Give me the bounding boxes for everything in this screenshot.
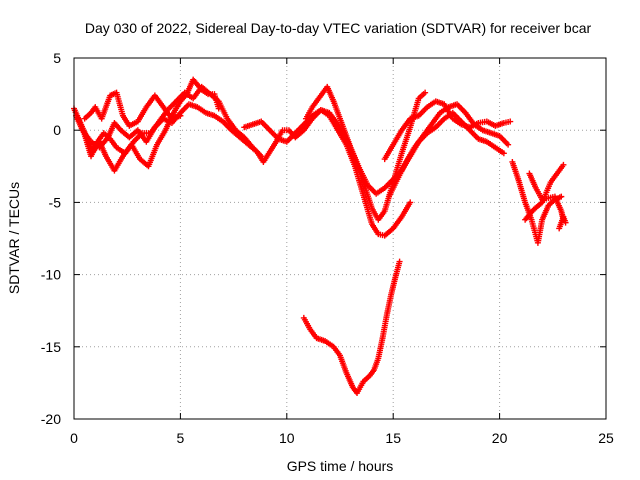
y-tick-label: 0 [53, 122, 61, 138]
series-arc-m [300, 258, 403, 397]
series-arc-h [385, 101, 512, 200]
y-tick-label: 5 [53, 50, 61, 66]
data-point [500, 150, 507, 157]
data-point [396, 258, 403, 265]
y-tick-label: -20 [41, 411, 61, 427]
tick-marks [73, 57, 607, 420]
data-point [560, 161, 567, 168]
data-point [407, 199, 414, 206]
series-arc-i [509, 158, 565, 246]
x-tick-label: 5 [177, 430, 185, 446]
y-tick-label: -15 [41, 339, 61, 355]
data-point [505, 141, 512, 148]
x-tick-label: 0 [70, 430, 78, 446]
grid [74, 58, 606, 419]
y-tick-label: -5 [49, 194, 62, 210]
series-arc-g [381, 98, 514, 163]
data-layer [71, 76, 569, 397]
series-arc-d [81, 89, 184, 129]
series-arc-l [556, 213, 569, 232]
data-point [422, 89, 429, 96]
x-tick-labels: 0 5 10 15 20 25 [70, 430, 614, 446]
data-point [177, 112, 184, 119]
x-tick-label: 15 [385, 430, 401, 446]
x-axis-label: GPS time / hours [287, 458, 394, 474]
series-arc-c [75, 83, 265, 160]
x-tick-label: 25 [598, 430, 614, 446]
data-point [507, 118, 514, 125]
y-tick-label: -10 [41, 267, 61, 283]
plot-frame [73, 57, 607, 420]
data-point [562, 219, 569, 226]
y-axis-label: SDTVAR / TECUs [6, 182, 22, 294]
chart-title: Day 030 of 2022, Sidereal Day-to-day VTE… [85, 20, 592, 36]
x-tick-label: 10 [279, 430, 295, 446]
data-point [558, 193, 565, 200]
y-tick-labels: 5 0 -5 -10 -15 -20 [41, 50, 61, 427]
series-arc-k [522, 161, 567, 223]
data-point [258, 153, 265, 160]
x-tick-label: 20 [492, 430, 508, 446]
